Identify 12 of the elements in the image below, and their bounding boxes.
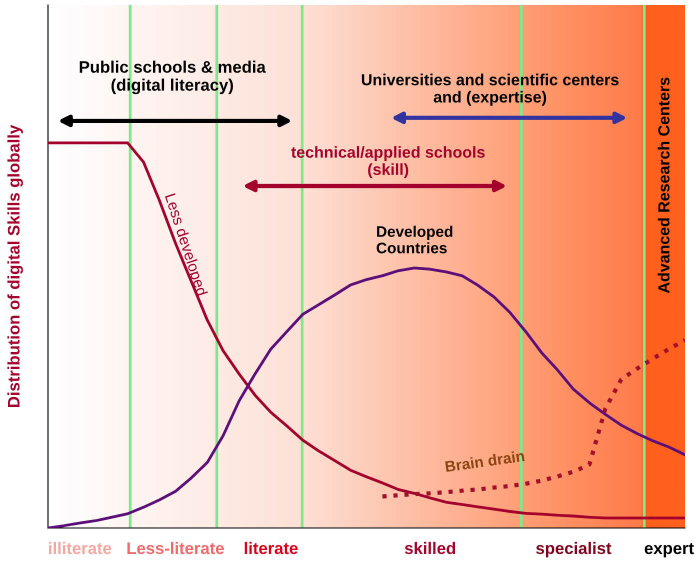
text: Public schools & media (digital literacy) xyxy=(80,60,266,94)
x-tick-label: literate xyxy=(244,542,298,554)
x-tick-label: Less-literate xyxy=(127,542,224,554)
y-axis-title: Distribution of digital Skills globally xyxy=(7,124,23,408)
x-tick-label: specialist xyxy=(536,542,612,558)
text: Universities and scientific centers and (expertise) xyxy=(362,74,619,106)
x-tick-label: illiterate xyxy=(49,542,112,554)
annotation: Advanced Research Centers xyxy=(658,78,670,294)
text: Brain drain xyxy=(445,450,525,472)
x-tick-label: skilled xyxy=(404,542,456,554)
x-tick-label: expert xyxy=(644,543,694,558)
series-label: Developed Countries xyxy=(376,226,452,254)
